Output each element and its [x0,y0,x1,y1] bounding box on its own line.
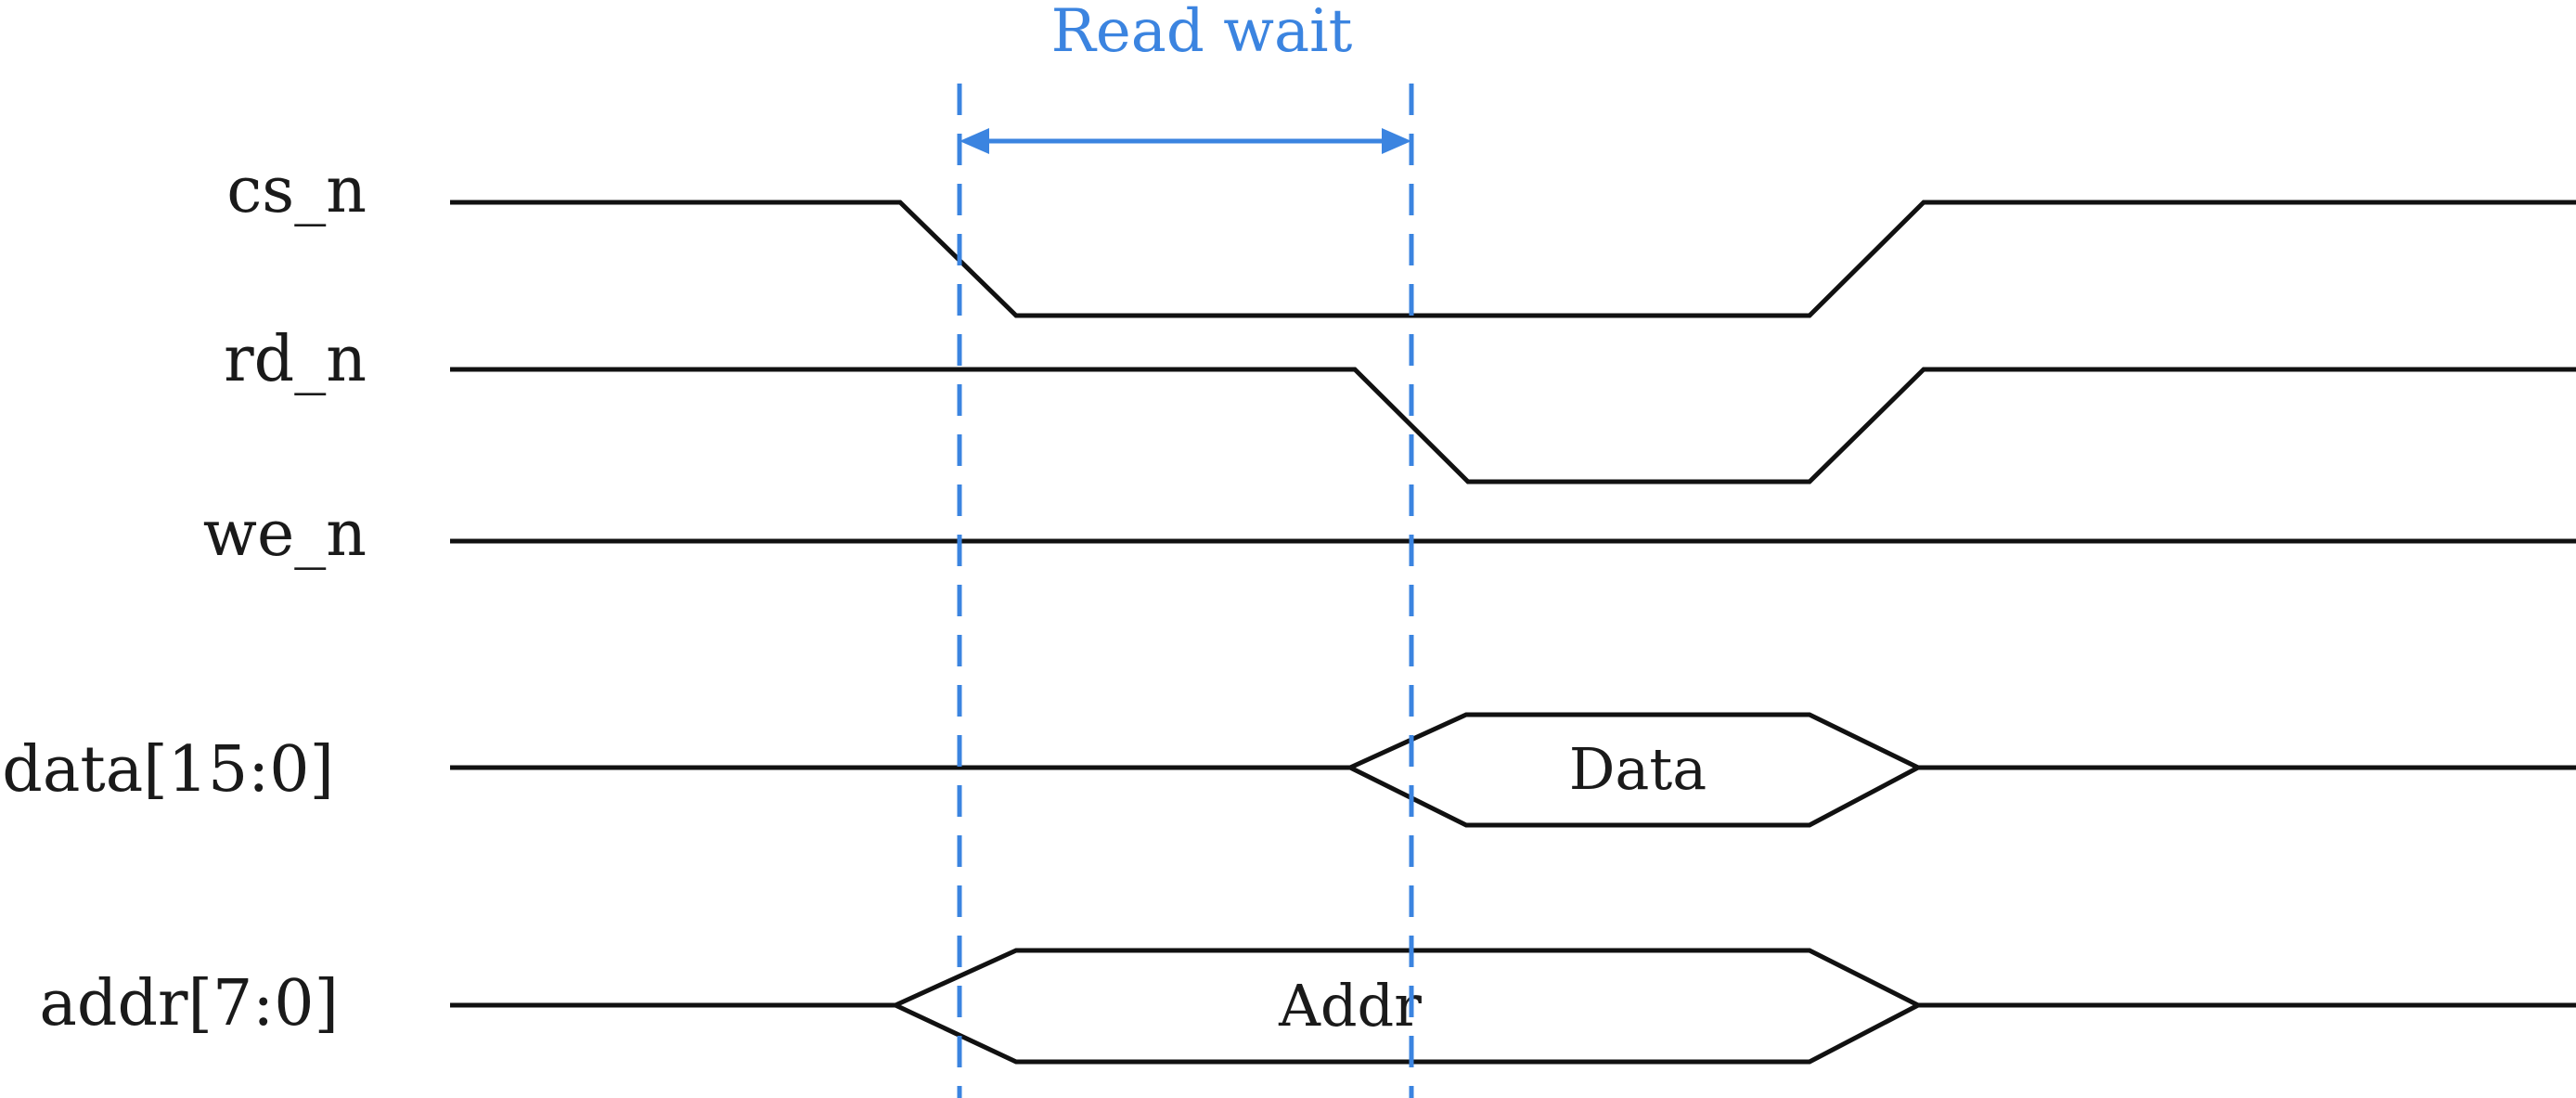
read-wait-arrowhead-left [960,128,989,154]
bus-value-data: Data [1569,735,1707,803]
waveform-rd-n [450,367,2576,484]
read-wait-label: Read wait [1051,0,1353,66]
waveform-cs-n [450,200,2576,318]
read-wait-arrowhead-right [1382,128,1411,154]
signal-label-cs-n: cs_n [226,154,367,227]
bus-value-addr: Addr [1278,972,1422,1040]
signal-label-addr: addr[7:0] [39,967,339,1040]
signal-label-we-n: we_n [203,497,367,571]
signal-label-data: data[15:0] [2,733,334,807]
signal-label-rd-n: rd_n [224,323,367,396]
